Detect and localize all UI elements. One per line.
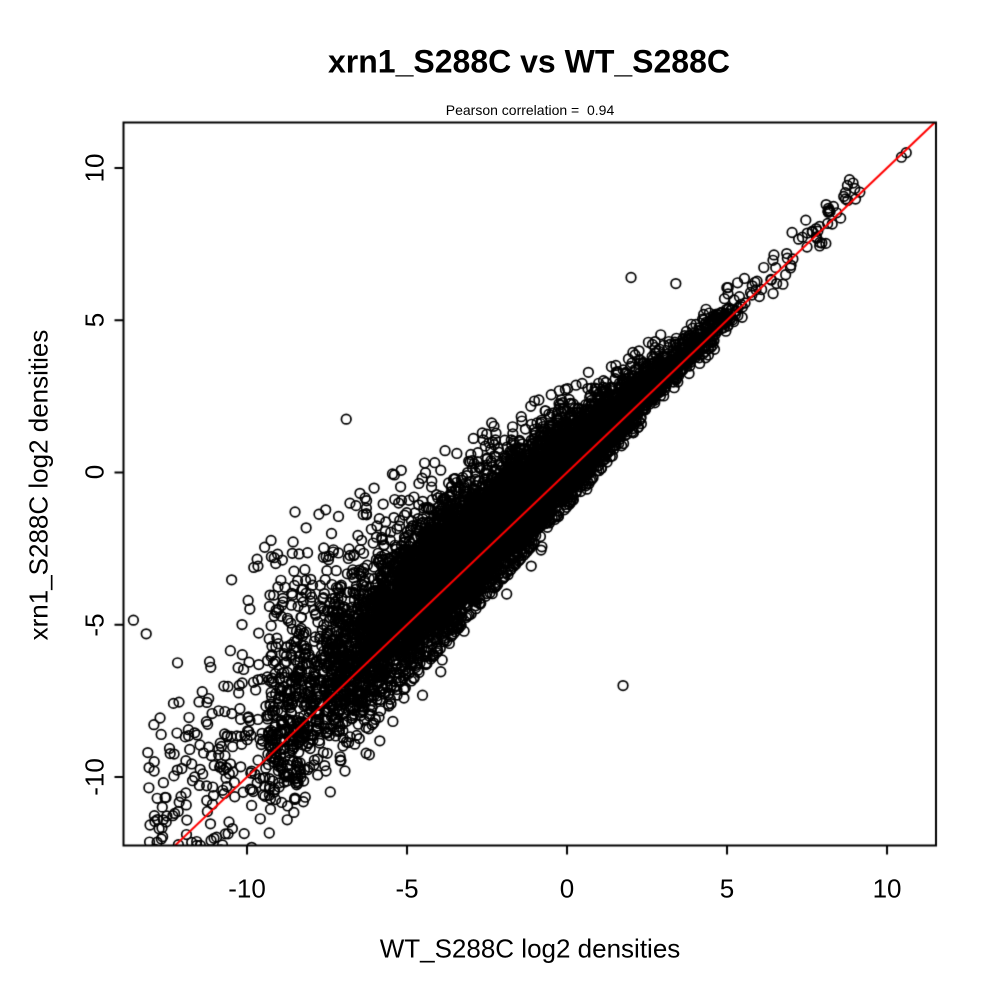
y-tick-label: 0	[79, 465, 110, 480]
chart-subtitle: Pearson correlation = 0.94	[445, 102, 615, 118]
x-tick-label: 0	[559, 873, 575, 904]
y-tick-label: 5	[79, 312, 110, 328]
x-tick-label: 5	[719, 873, 735, 904]
x-tick-label: -5	[395, 873, 419, 904]
y-tick-label: -10	[79, 758, 110, 796]
y-axis-label: xrn1_S288C log2 densities	[23, 329, 54, 641]
chart-title: xrn1_S288C vs WT_S288C	[328, 43, 730, 80]
y-tick-label: -5	[79, 613, 110, 637]
x-tick-label: -10	[228, 873, 266, 904]
x-axis-label: WT_S288C log2 densities	[379, 933, 681, 964]
x-tick-label: 10	[872, 873, 902, 904]
y-tick-label: 10	[79, 153, 110, 183]
